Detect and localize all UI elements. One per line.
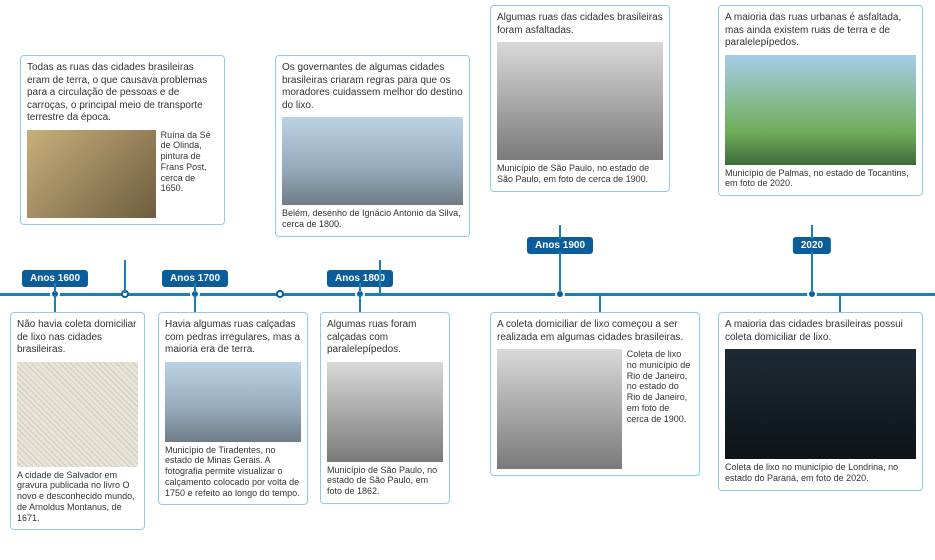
image-sp-1862: [327, 362, 443, 462]
image-palmas: [725, 55, 916, 165]
connector: [359, 295, 361, 313]
connector: [811, 225, 813, 239]
image-caption: Ruína da Sé de Olinda, pintura de Frans …: [161, 130, 218, 195]
connector: [194, 283, 196, 293]
card-1800-bottom: Algumas ruas foram calçadas com paralele…: [320, 312, 450, 504]
image-sp-1900: [497, 42, 663, 160]
connector: [359, 283, 361, 293]
card-text: Algumas ruas foram calçadas com paralele…: [327, 319, 443, 357]
image-olinda: [27, 130, 156, 218]
connector: [194, 295, 196, 313]
card-2020-bottom: A maioria das cidades brasileiras possui…: [718, 312, 923, 491]
card-text: Não havia coleta domiciliar de lixo nas …: [17, 319, 138, 357]
image-londrina: [725, 349, 916, 459]
connector: [811, 252, 813, 293]
image-caption: Coleta de lixo no município de Londrina,…: [725, 462, 916, 484]
card-text: A coleta domiciliar de lixo começou a se…: [497, 319, 693, 344]
image-caption: Belém, desenho de Ignácio Antonio da Sil…: [282, 208, 463, 230]
image-caption: Município de São Paulo, no estado de São…: [497, 163, 663, 185]
card-text: A maioria das cidades brasileiras possui…: [725, 319, 916, 344]
image-caption: Coleta de lixo no município de Rio de Ja…: [627, 349, 693, 425]
card-text: Algumas ruas das cidades brasileiras for…: [497, 12, 663, 37]
connector: [839, 295, 841, 313]
image-tiradentes: [165, 362, 301, 442]
image-caption: Município de Palmas, no estado de Tocant…: [725, 168, 916, 190]
connector: [559, 252, 561, 293]
card-1900-bottom: A coleta domiciliar de lixo começou a se…: [490, 312, 700, 476]
connector: [559, 225, 561, 239]
card-text: Os governantes de algumas cidades brasil…: [282, 62, 463, 112]
card-1600-top: Todas as ruas das cidades brasileiras er…: [20, 55, 225, 225]
card-text: A maioria das ruas urbanas é asfaltada, …: [725, 12, 916, 50]
image-rio-coleta: [497, 349, 622, 469]
tick-minor-2: [276, 290, 284, 298]
card-1800-top: Os governantes de algumas cidades brasil…: [275, 55, 470, 237]
timeline-axis: [0, 293, 935, 296]
connector: [54, 295, 56, 313]
image-caption: Município de Tiradentes, no estado de Mi…: [165, 445, 301, 499]
image-belem: [282, 117, 463, 205]
card-1900-top: Algumas ruas das cidades brasileiras for…: [490, 5, 670, 192]
image-salvador: [17, 362, 138, 467]
image-caption: Município de São Paulo, no estado de São…: [327, 465, 443, 497]
connector: [124, 260, 126, 293]
image-caption: A cidade de Salvador em gravura publicad…: [17, 470, 138, 524]
card-text: Todas as ruas das cidades brasileiras er…: [27, 62, 218, 125]
card-2020-top: A maioria das ruas urbanas é asfaltada, …: [718, 5, 923, 196]
connector: [599, 295, 601, 313]
connector: [379, 260, 381, 293]
card-1600-bottom: Não havia coleta domiciliar de lixo nas …: [10, 312, 145, 530]
card-text: Havia algumas ruas calçadas com pedras i…: [165, 319, 301, 357]
card-1700-bottom: Havia algumas ruas calçadas com pedras i…: [158, 312, 308, 505]
connector: [54, 283, 56, 293]
